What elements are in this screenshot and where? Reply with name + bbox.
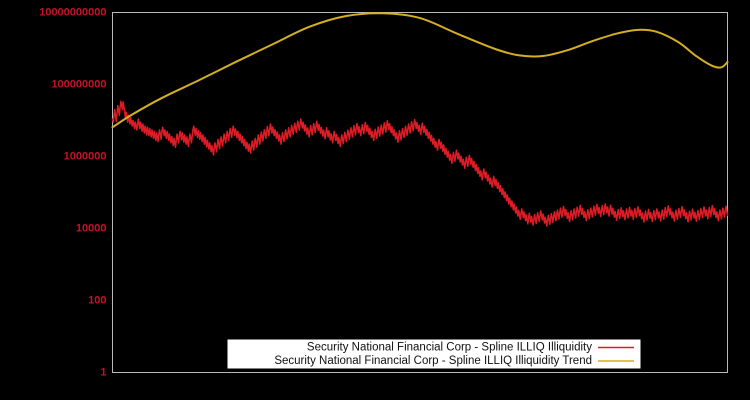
plot-area-frame xyxy=(112,12,728,373)
y-tick-label: 1000000 xyxy=(64,150,107,162)
y-tick-label: 100000000 xyxy=(51,78,106,90)
y-tick-label: 10000000000 xyxy=(39,6,106,18)
series-illiquidity-trend-line xyxy=(111,12,729,129)
chart-legend: Security National Financial Corp - Splin… xyxy=(227,339,641,369)
legend-background xyxy=(227,339,641,369)
y-tick-label: 100 xyxy=(88,294,106,306)
series-illiquidity-line xyxy=(111,100,729,227)
legend-entry-label: Security National Financial Corp - Splin… xyxy=(274,355,592,367)
y-axis-tick-labels: 10000000000 100000000 1000000 10000 100 1 xyxy=(39,6,106,378)
data-series-group xyxy=(111,12,729,227)
legend-entry-label: Security National Financial Corp - Splin… xyxy=(307,342,592,354)
y-tick-label: 1 xyxy=(100,366,106,378)
y-tick-label: 10000 xyxy=(76,222,107,234)
